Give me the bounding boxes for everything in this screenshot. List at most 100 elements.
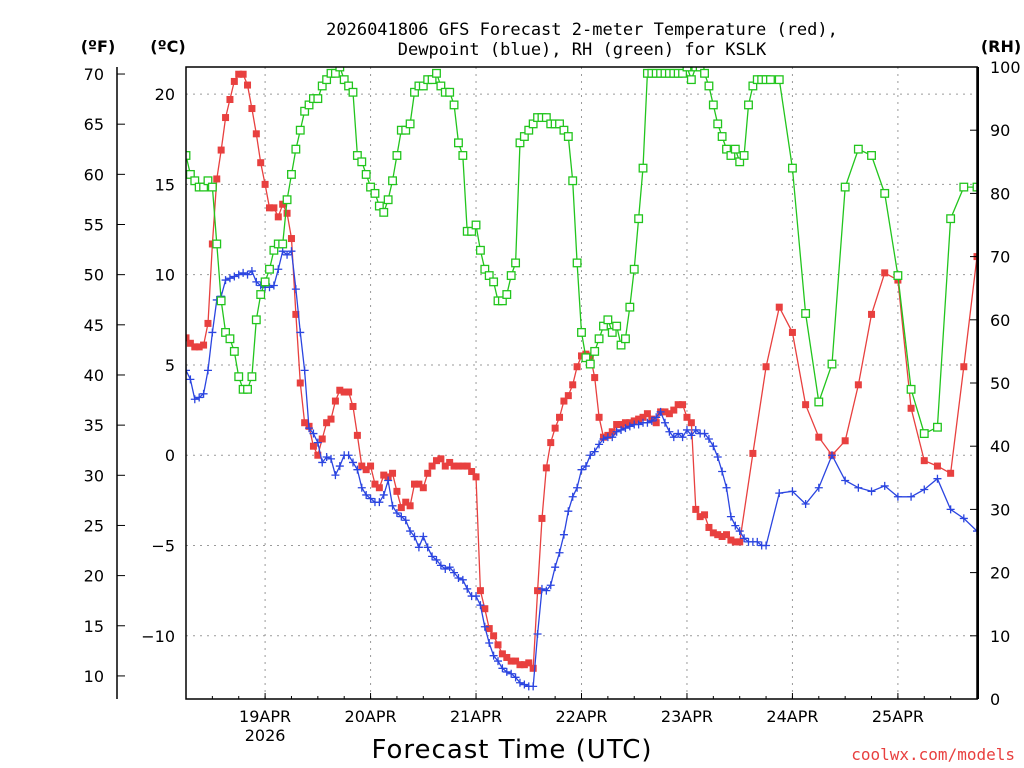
temperature-point: [731, 538, 739, 546]
fahrenheit-tick-label: 50: [84, 266, 104, 285]
rh-point: [638, 163, 648, 173]
rh-point: [278, 239, 288, 249]
temperature-point: [314, 451, 322, 459]
temperature-point: [397, 504, 405, 512]
dewpoint-point: [788, 487, 797, 496]
temperature-point: [573, 363, 581, 371]
temperature-point: [683, 413, 691, 421]
dewpoint-point: [568, 492, 577, 501]
rh-unit-label: (RH): [981, 37, 1021, 56]
fahrenheit-tick-label: 10: [84, 667, 104, 686]
rh-point: [629, 264, 639, 274]
rh-point: [959, 182, 969, 192]
dewpoint-point: [498, 664, 507, 673]
temperature-point: [331, 397, 339, 405]
celsius-tick-label: 0: [165, 446, 175, 465]
fahrenheit-tick-label: 30: [84, 466, 104, 485]
dewpoint-point: [718, 467, 727, 476]
celsius-tick-label: 5: [165, 356, 175, 375]
temperature-point: [362, 466, 370, 474]
temperature-point: [701, 511, 709, 519]
temperature-point: [947, 469, 955, 477]
temperature-point: [424, 469, 432, 477]
rh-point: [739, 151, 749, 160]
celsius-unit-label: (ºC): [150, 37, 185, 56]
temperature-point: [762, 363, 770, 371]
dewpoint-point: [529, 682, 538, 691]
rh-point: [388, 176, 397, 186]
temperature-point: [283, 209, 291, 217]
dewpoint-point: [660, 418, 669, 427]
dewpoint-point: [441, 564, 450, 573]
temperature-point: [296, 379, 304, 387]
dewpoint-point: [190, 395, 199, 404]
dewpoint-point: [841, 476, 850, 485]
rh-point: [506, 271, 516, 281]
dewpoint-point: [344, 451, 353, 460]
rh-point: [893, 271, 903, 281]
dewpoint-point: [507, 669, 516, 678]
temperature-point: [358, 462, 366, 470]
temperature-point: [230, 77, 238, 85]
rh-tick-label: 20: [990, 564, 1010, 583]
series-line: [186, 73, 979, 671]
dewpoint-point: [450, 568, 459, 577]
rh-point: [458, 151, 468, 160]
fahrenheit-tick-label: 45: [84, 316, 104, 335]
temperature-point: [933, 462, 941, 470]
dewpoint-point: [740, 534, 749, 543]
dewpoint-point: [920, 485, 929, 494]
temperature-point: [349, 402, 357, 410]
temperature-point: [204, 319, 212, 327]
date-tick-label: 23APR: [661, 707, 713, 726]
dewpoint-point: [366, 494, 375, 503]
dewpoint-point: [353, 465, 362, 474]
dewpoint-point: [933, 474, 942, 483]
temperature-point: [415, 480, 423, 488]
dewpoint-point: [893, 492, 902, 501]
temperature-point: [736, 538, 744, 546]
series-line: [186, 67, 979, 435]
temperature-point: [323, 419, 331, 427]
credit-link[interactable]: coolwx.com/models: [851, 745, 1015, 764]
dewpoint-point: [300, 366, 309, 375]
dewpoint-point: [445, 563, 454, 572]
rh-point: [212, 239, 222, 249]
temperature-point: [287, 235, 295, 243]
dewpoint-point: [946, 505, 955, 514]
temperature-point: [411, 480, 419, 488]
fahrenheit-tick-label: 35: [84, 416, 104, 435]
rh-point: [186, 151, 191, 160]
year-tick-label: 2026: [245, 726, 286, 745]
rh-point: [207, 182, 217, 192]
temperature-point: [692, 505, 700, 513]
dewpoint-point: [687, 431, 696, 440]
dewpoint-point: [880, 481, 889, 490]
dewpoint-point: [410, 532, 419, 541]
rh-point: [256, 290, 266, 299]
dewpoint-point: [313, 438, 322, 447]
temperature-point: [868, 310, 876, 318]
rh-point: [700, 68, 709, 78]
dewpoint-point: [305, 424, 314, 433]
dewpoint-point: [243, 270, 252, 279]
temperature-point: [525, 659, 533, 667]
temperature-point: [960, 363, 968, 371]
dewpoint-point: [656, 407, 665, 416]
temperature-point: [476, 587, 484, 595]
temperature-point: [265, 204, 273, 212]
date-tick-label: 21APR: [450, 707, 502, 726]
rh-point: [361, 169, 371, 179]
rh-point: [590, 346, 600, 356]
dewpoint-point: [436, 561, 445, 570]
dewpoint-point: [379, 490, 388, 499]
dewpoint-point: [357, 483, 366, 492]
series-relative-humidity: [186, 67, 979, 439]
series-line: [186, 249, 979, 688]
dewpoint-point: [726, 512, 735, 521]
temperature-point: [450, 462, 458, 470]
dewpoint-point: [476, 601, 485, 610]
temperature-point: [665, 410, 673, 418]
temperature-point: [490, 632, 498, 640]
